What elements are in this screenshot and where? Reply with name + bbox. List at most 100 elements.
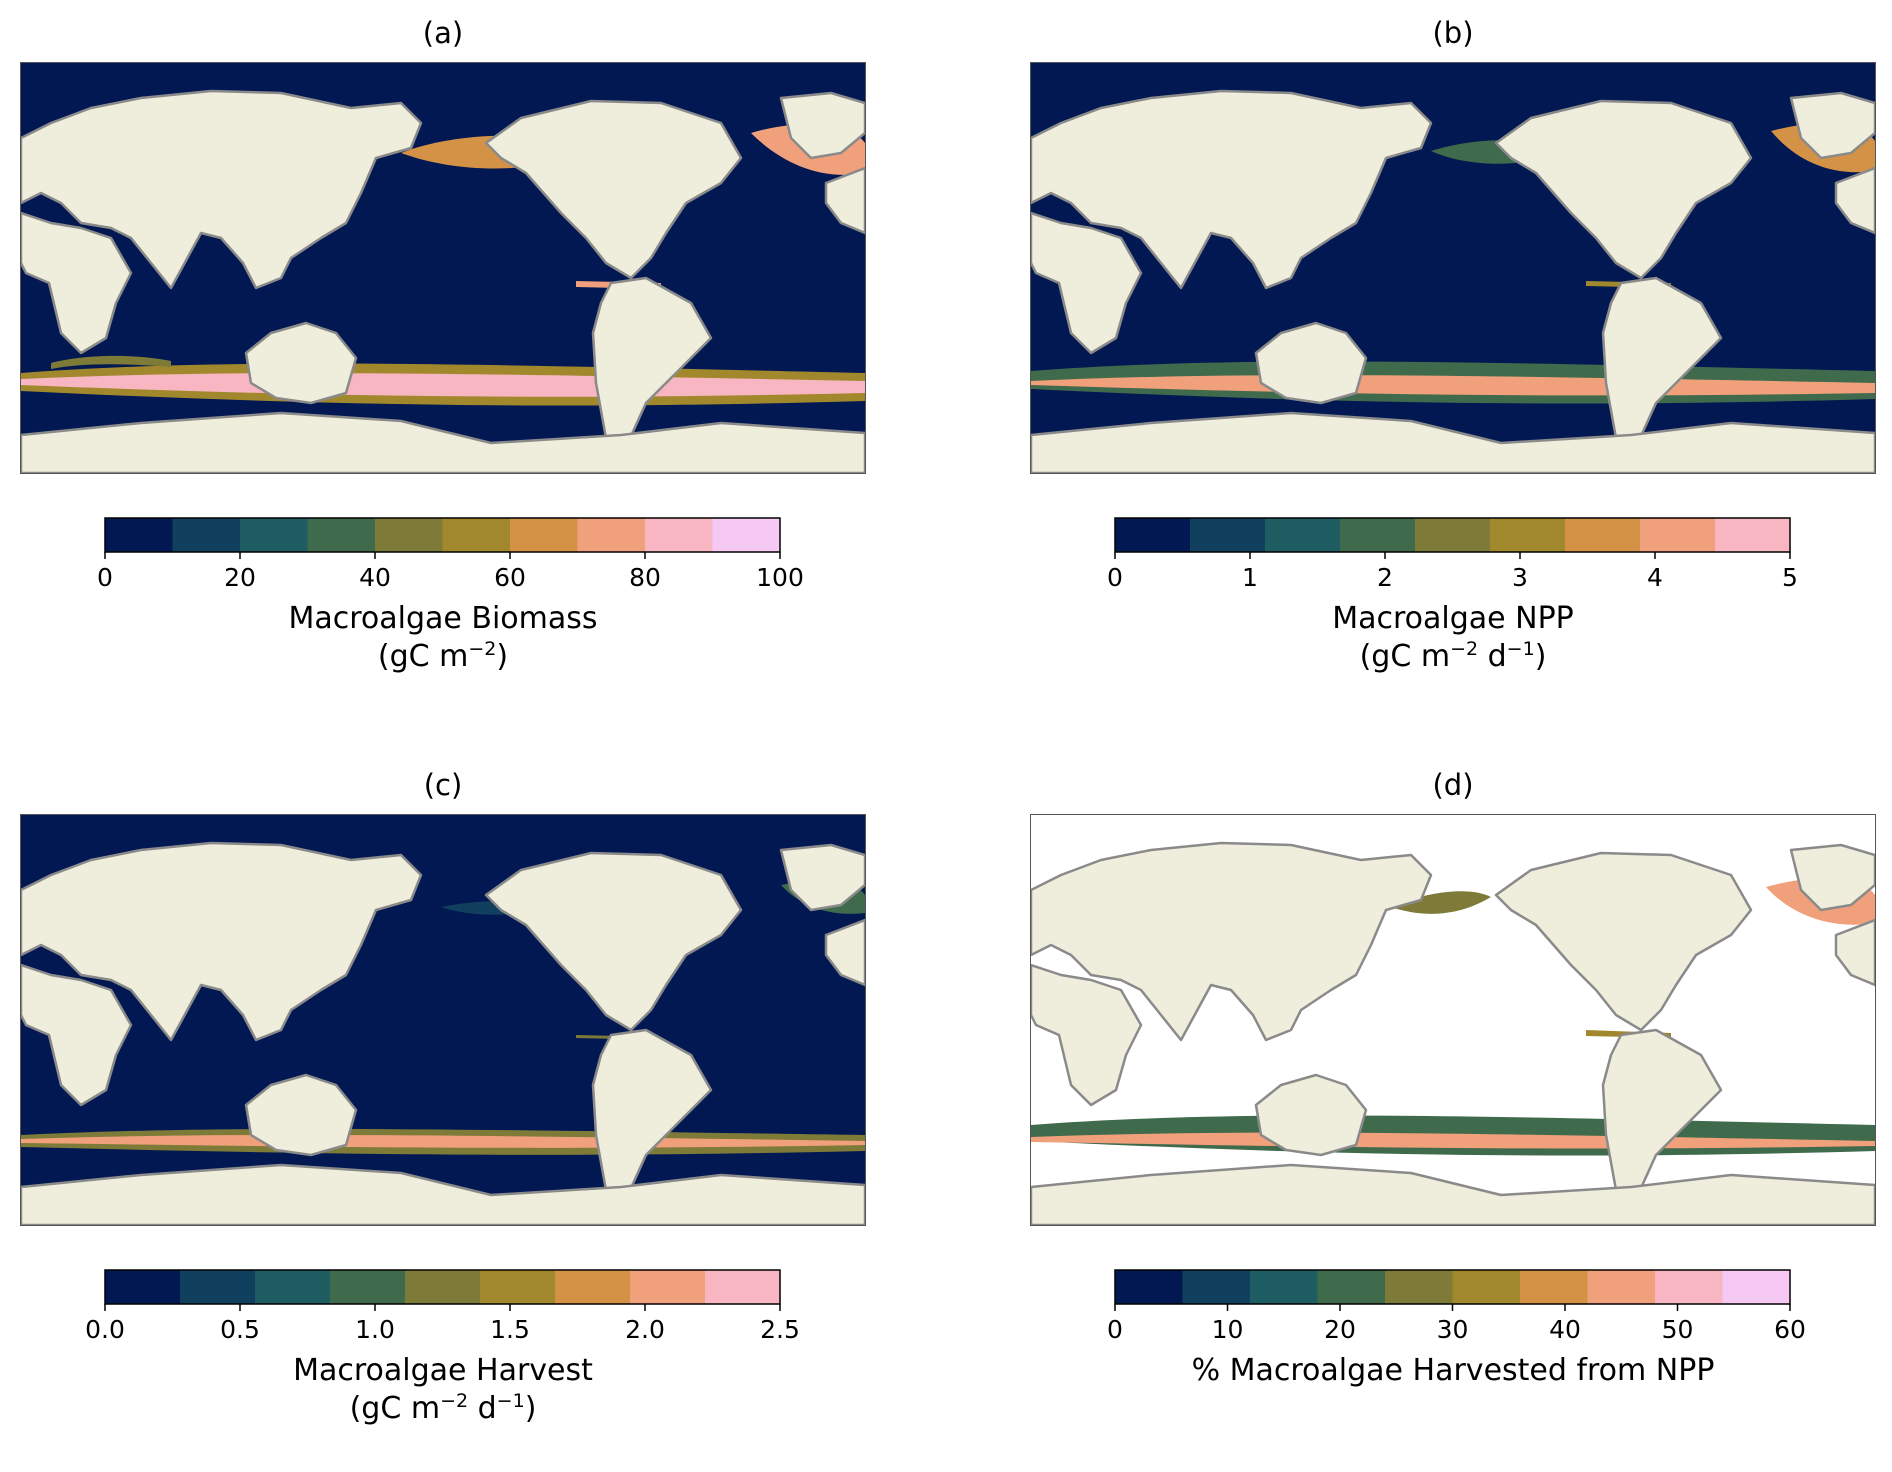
colorbar-tick-label: 20 (1324, 1315, 1356, 1344)
land-greenland (779, 843, 865, 912)
panel-a: (a) 0 20 40 60 80 100 Macroalgae Biomass (gC … (20, 0, 866, 720)
label-line1: Macroalgae Harvest (293, 1353, 593, 1388)
colorbar-swatch (1722, 1270, 1791, 1304)
colorbar-swatch (1452, 1270, 1521, 1304)
colorbar-label-c: Macroalgae Harvest (gC m−2 d−1) (20, 1352, 866, 1428)
label-line2: (gC m−2 d−1) (1359, 638, 1547, 674)
colorbar-tick-label: 0 (1107, 1315, 1123, 1344)
colorbar-tick-label: 2.0 (625, 1315, 665, 1344)
land-australia (244, 321, 358, 405)
colorbar-swatch (480, 1270, 556, 1304)
colorbar-swatch (172, 518, 241, 552)
land-eurasia (1031, 841, 1433, 1042)
colorbar-swatch (630, 1270, 706, 1304)
colorbar-border (104, 517, 781, 553)
land-samerica (1601, 1028, 1723, 1212)
label-line2: (gC m−2) (377, 638, 509, 674)
panel-b: (b) 0 1 2 3 4 5 Macroalgae NPP (gC m−2 d−1) (1030, 0, 1876, 720)
land-samerica (591, 276, 713, 460)
land-namerica (1494, 99, 1753, 280)
land-africa (21, 963, 133, 1107)
colorbar-swatch (1715, 518, 1791, 552)
land-europe (1834, 918, 1875, 987)
panel-title: (c) (423, 768, 463, 802)
colorbar-swatch (1250, 1270, 1319, 1304)
colorbar-swatch (442, 518, 511, 552)
land-europe (824, 166, 865, 235)
colorbar-d: 0 10 20 30 40 50 60 (1107, 1269, 1806, 1344)
colorbar-swatch (255, 1270, 331, 1304)
land-greenland (1789, 843, 1875, 912)
colorbar-tick-label: 50 (1662, 1315, 1694, 1344)
map-a (20, 62, 866, 474)
colorbar-swatch (307, 518, 376, 552)
land-eurasia (21, 841, 423, 1042)
colorbar-swatch (1317, 1270, 1386, 1304)
panel-c: (c) 0.0 0.5 1.0 1.5 2.0 2.5 Macroalgae Harves… (20, 752, 866, 1472)
colorbar-label-a: Macroalgae Biomass (gC m−2) (20, 600, 866, 676)
colorbar-tick-label: 60 (1774, 1315, 1806, 1344)
land-eurasia (1031, 89, 1433, 290)
colorbar-tick-label: 0.5 (220, 1315, 260, 1344)
land-australia (1254, 321, 1368, 405)
colorbar-swatch (555, 1270, 631, 1304)
map-c (20, 814, 866, 1226)
colorbar-swatch (705, 1270, 781, 1304)
colorbar-tick-label: 4 (1647, 563, 1663, 592)
label-line1: % Macroalgae Harvested from NPP (1191, 1353, 1715, 1388)
colorbar-border (1114, 517, 1791, 553)
panel-d: (d) 0 10 20 30 40 50 60 % Macroalgae Harvested… (1030, 752, 1876, 1472)
colorbar-swatch (510, 518, 579, 552)
colorbar-label-d: % Macroalgae Harvested from NPP (1030, 1352, 1876, 1390)
land-europe (1834, 166, 1875, 235)
colorbar-swatch (1565, 518, 1641, 552)
productivity-region (51, 355, 171, 369)
land-samerica (1601, 276, 1723, 460)
land-antarctica (1031, 411, 1875, 473)
label-line1: Macroalgae Biomass (288, 601, 598, 636)
land-namerica (1494, 851, 1753, 1032)
land-africa (1031, 211, 1143, 355)
colorbar-tick-label: 1.5 (490, 1315, 530, 1344)
panel-title: (a) (422, 16, 464, 50)
colorbar-tick-label: 40 (1549, 1315, 1581, 1344)
productivity-region (1391, 891, 1491, 914)
land-africa (1031, 963, 1143, 1107)
colorbar-tick-label: 0 (97, 563, 113, 592)
colorbar-swatch (105, 1270, 181, 1304)
land-namerica (484, 99, 743, 280)
colorbar-swatch (1415, 518, 1491, 552)
colorbar-tick-label: 10 (1212, 1315, 1244, 1344)
colorbar-swatch (1490, 518, 1566, 552)
colorbar-swatch (1265, 518, 1341, 552)
colorbar-swatch (405, 1270, 481, 1304)
colorbar-swatch (1115, 1270, 1184, 1304)
colorbar-swatch (1340, 518, 1416, 552)
colorbar-swatch (180, 1270, 256, 1304)
colorbar-swatch (1640, 518, 1716, 552)
colorbar-swatch (577, 518, 646, 552)
colorbar-swatch (1190, 518, 1266, 552)
label-line1: Macroalgae NPP (1332, 601, 1574, 636)
colorbar-swatch (1115, 518, 1191, 552)
colorbar-c: 0.0 0.5 1.0 1.5 2.0 2.5 (85, 1269, 800, 1344)
land-europe (824, 918, 865, 987)
land-namerica (484, 851, 743, 1032)
colorbar-tick-label: 0.0 (85, 1315, 125, 1344)
colorbar-tick-label: 2 (1377, 563, 1393, 592)
land-greenland (779, 91, 865, 160)
colorbar-swatch (240, 518, 309, 552)
colorbar-tick-label: 30 (1437, 1315, 1469, 1344)
colorbar-border (104, 1269, 781, 1305)
land-africa (21, 211, 133, 355)
colorbar-swatch (1385, 1270, 1454, 1304)
land-antarctica (21, 411, 865, 473)
land-eurasia (21, 89, 423, 290)
colorbar-swatch (712, 518, 781, 552)
colorbar-tick-label: 1.0 (355, 1315, 395, 1344)
colorbar-swatch (105, 518, 174, 552)
colorbar-tick-label: 5 (1782, 563, 1798, 592)
land-australia (1254, 1073, 1368, 1157)
colorbar-tick-label: 1 (1242, 563, 1258, 592)
label-line2: (gC m−2 d−1) (349, 1390, 537, 1426)
